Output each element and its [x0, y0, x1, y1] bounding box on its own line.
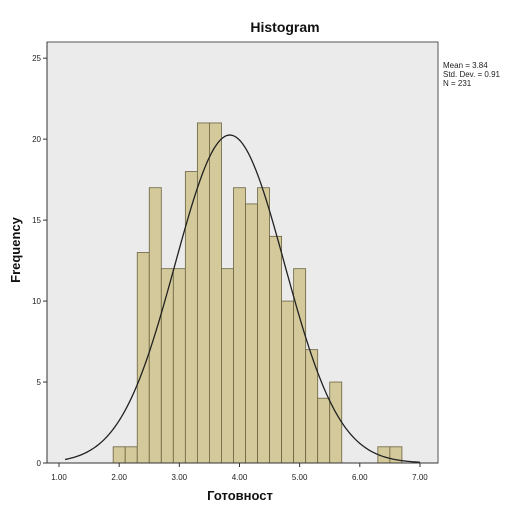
- histogram-bar-0: [112, 446, 126, 464]
- histogram-bar-1: [124, 446, 138, 464]
- histogram-bar-14: [281, 300, 295, 464]
- x-tick-label: 3.00: [172, 473, 188, 482]
- histogram-bar-9: [221, 268, 234, 464]
- stats-box: Mean = 3.84 Std. Dev. = 0.91 N = 231: [443, 61, 501, 88]
- x-axis-label: Готовност: [207, 488, 273, 503]
- x-tick-label: 5.00: [292, 473, 308, 482]
- histogram-bar-10: [233, 187, 246, 464]
- x-tick-label: 7.00: [412, 473, 428, 482]
- histogram-bar-11: [245, 203, 258, 464]
- stats-mean: Mean = 3.84: [443, 61, 488, 70]
- histogram-bar-18: [329, 381, 343, 464]
- histogram-bar-4: [160, 268, 174, 464]
- chart-title: Histogram: [250, 19, 319, 35]
- x-tick-label: 1.00: [51, 473, 67, 482]
- y-tick-label: 0: [37, 459, 42, 468]
- histogram-bar-8: [209, 122, 222, 464]
- histogram-bar-3: [148, 187, 162, 464]
- y-tick-label: 25: [32, 54, 41, 63]
- normal-curve: [64, 134, 420, 463]
- plot-area: 1.00 2.00 3.00 4.00 5.00 6.00 7.00 0 5 10 15 20 25: [32, 41, 439, 482]
- histogram-bar-15: [293, 268, 307, 464]
- stats-n: N = 231: [443, 79, 472, 88]
- stats-std-dev: Std. Dev. = 0.91: [443, 70, 501, 79]
- x-tick-label: 2.00: [111, 473, 127, 482]
- x-tick-label: 4.00: [232, 473, 248, 482]
- y-tick-label: 20: [32, 135, 41, 144]
- y-tick-label: 15: [32, 216, 41, 225]
- y-tick-label: 10: [32, 297, 41, 306]
- histogram-bar-12: [257, 187, 270, 464]
- histogram-bar-17: [317, 397, 331, 464]
- histogram-bar-13: [269, 235, 283, 464]
- y-axis-label: Frequency: [8, 216, 23, 283]
- histogram-bar-5: [172, 268, 186, 464]
- histogram-bar-7: [196, 122, 210, 464]
- x-tick-label: 6.00: [352, 473, 368, 482]
- histogram-bar-6: [184, 171, 198, 464]
- y-tick-label: 5: [37, 378, 42, 387]
